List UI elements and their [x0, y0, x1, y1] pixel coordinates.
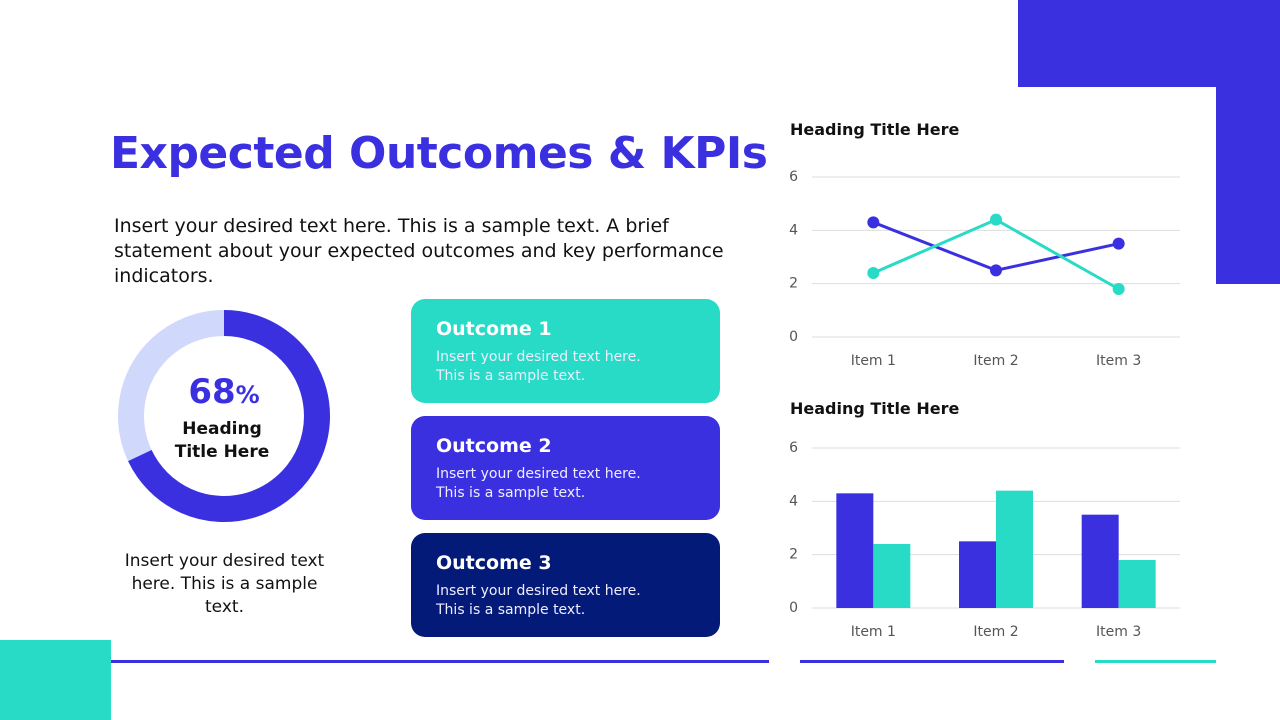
- y-tick-label: 4: [789, 222, 798, 238]
- y-tick-label: 4: [789, 493, 798, 509]
- bar: [996, 490, 1033, 608]
- value: 68: [188, 372, 236, 412]
- outcome-title: Outcome 2: [436, 435, 552, 457]
- y-tick-label: 6: [789, 169, 798, 185]
- bar: [1081, 514, 1119, 608]
- bar: [836, 493, 874, 608]
- point: [867, 216, 880, 229]
- bar: [873, 544, 911, 608]
- point: [1112, 237, 1125, 250]
- y-tick-label: 6: [789, 440, 798, 456]
- decor-block: [0, 640, 111, 720]
- bar: [959, 541, 996, 608]
- point: [990, 213, 1002, 226]
- donut-caption: Insert your desired text here. This is a…: [124, 551, 325, 617]
- outcome-title: Outcome 1: [436, 318, 552, 340]
- x-tick-label: Item 1: [851, 624, 896, 640]
- bar: [1118, 560, 1156, 608]
- line: [872, 220, 1119, 272]
- y-tick-label: 2: [789, 547, 798, 563]
- title: Expected Outcomes & KPIs: [110, 128, 768, 179]
- decor-line: [800, 660, 1064, 663]
- point: [1112, 283, 1125, 295]
- x-tick-label: Item 1: [851, 353, 896, 369]
- y-tick-label: 2: [789, 276, 798, 292]
- decor-line: [111, 660, 769, 663]
- point: [867, 267, 880, 279]
- decor-block: [1018, 0, 1280, 87]
- donut-title: Heading Title Here: [174, 419, 270, 462]
- x-tick-label: Item 3: [1096, 624, 1141, 640]
- decor-line: [1095, 660, 1216, 663]
- y-tick-label: 0: [789, 600, 798, 616]
- donut-segment: [128, 310, 330, 522]
- intro: Insert your desired text here. This is a…: [114, 215, 724, 287]
- donut-value: 68%: [144, 372, 304, 412]
- chart-title: Heading Title Here: [790, 399, 960, 418]
- outcome-text: Insert your desired text here. This is a…: [436, 583, 641, 618]
- outcome-text: Insert your desired text here. This is a…: [436, 466, 641, 501]
- y-tick-label: 0: [789, 329, 798, 345]
- x-tick-label: Item 2: [973, 624, 1018, 640]
- point: [990, 264, 1002, 277]
- x-tick-label: Item 3: [1096, 353, 1141, 369]
- outcome-card: Outcome 2 Insert your desired text here. …: [411, 416, 720, 520]
- outcome-card: Outcome 3 Insert your desired text here. …: [411, 533, 720, 637]
- outcome-card: Outcome 1 Insert your desired text here. …: [411, 299, 720, 403]
- outcome-title: Outcome 3: [436, 552, 552, 574]
- outcome-text: Insert your desired text here. This is a…: [436, 349, 641, 384]
- chart-title: Heading Title Here: [790, 120, 960, 139]
- x-tick-label: Item 2: [973, 353, 1018, 369]
- unit: %: [235, 381, 260, 409]
- decor-block: [1216, 87, 1280, 284]
